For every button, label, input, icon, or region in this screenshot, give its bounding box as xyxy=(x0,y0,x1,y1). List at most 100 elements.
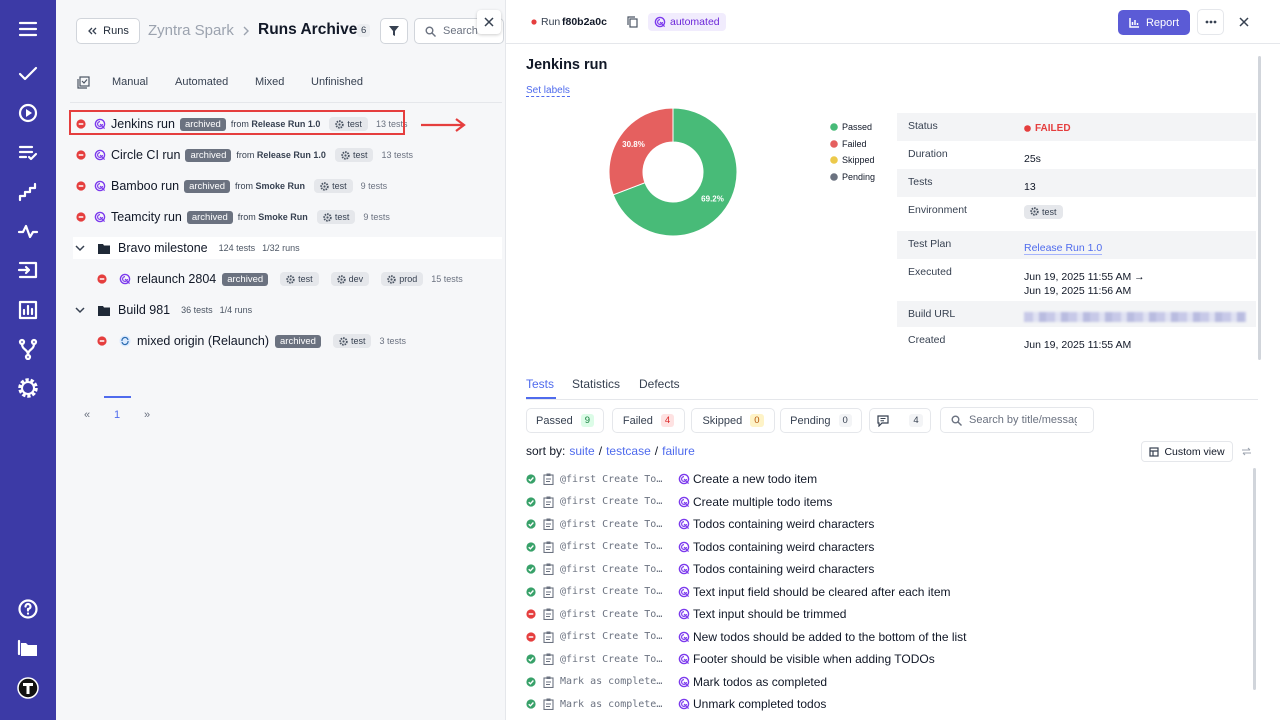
branch-icon[interactable] xyxy=(17,338,39,360)
copy-icon[interactable] xyxy=(627,16,638,28)
legend-swatch xyxy=(830,156,838,164)
select-all-icon[interactable] xyxy=(77,76,90,89)
run-row[interactable]: Circle CI run archived from Release Run 1.… xyxy=(76,145,413,165)
runs-tab[interactable]: Unfinished xyxy=(311,76,363,88)
test-search[interactable]: Search by title/message xyxy=(940,407,1094,433)
report-label: Report xyxy=(1145,16,1180,29)
test-row[interactable]: @first Create To… Create multiple todo it… xyxy=(526,493,1246,511)
info-value: 13 xyxy=(1024,181,1036,193)
close-panel-button[interactable] xyxy=(477,10,501,34)
clipboard-icon-part xyxy=(546,541,551,544)
automated-icon xyxy=(119,273,131,285)
toggle-icon[interactable] xyxy=(1241,447,1252,456)
automated-icon-part xyxy=(119,273,131,285)
test-row[interactable]: @first Create To… Text input field should… xyxy=(526,583,1246,601)
settings-icon[interactable] xyxy=(17,377,39,399)
folders-icon[interactable] xyxy=(17,637,39,659)
expand-chevron xyxy=(75,245,85,252)
custom-view-button[interactable]: Custom view xyxy=(1141,441,1233,462)
info-row-bg xyxy=(897,169,1256,197)
runs-tab[interactable]: Manual xyxy=(112,76,149,88)
gear-icon-part xyxy=(1030,207,1039,216)
label-chip: prod xyxy=(381,272,424,286)
test-row[interactable]: @first Create To… New todos should be add… xyxy=(526,628,1246,646)
test-row[interactable]: @first Create To… Todos containing weird … xyxy=(526,560,1246,578)
sort-separator: / xyxy=(598,444,603,458)
clipboard-icon xyxy=(543,518,554,530)
plans-icon[interactable] xyxy=(17,142,39,164)
menu-icon[interactable] xyxy=(17,18,39,40)
run-row[interactable]: mixed origin (Relaunch) archived test 3 tes… xyxy=(97,331,406,351)
run-row[interactable]: Jenkins run archived from Release Run 1.0 t… xyxy=(76,114,407,134)
group-row[interactable]: Build 981 36 tests 1/4 runs xyxy=(75,300,252,320)
set-labels-link[interactable]: Set labels xyxy=(526,85,570,97)
pagination-next[interactable]: » xyxy=(144,409,151,421)
group-row[interactable]: Bravo milestone 124 tests 1/32 runs xyxy=(75,238,300,258)
detail-tab[interactable]: Statistics xyxy=(572,377,621,391)
filter-chip[interactable]: 4 xyxy=(869,408,931,433)
info-label: Environment xyxy=(908,204,967,216)
filter-icon xyxy=(389,26,399,36)
report-button[interactable]: Report xyxy=(1118,10,1190,35)
sort-option[interactable]: failure xyxy=(662,444,695,458)
test-row[interactable]: Mark as complete… Mark todos as completed xyxy=(526,673,1246,691)
project-name[interactable]: Zyntra Spark xyxy=(148,22,234,39)
close-detail-icon[interactable] xyxy=(1239,17,1249,27)
runs-tab[interactable]: Mixed xyxy=(255,76,285,88)
pagination-prev[interactable]: « xyxy=(84,409,91,421)
toggle-icon-part xyxy=(1242,447,1251,456)
test-plan-link[interactable]: Release Run 1.0 xyxy=(1024,242,1103,255)
filter-button[interactable] xyxy=(380,18,408,44)
archived-badge: archived xyxy=(179,117,226,131)
run-name: Jenkins run xyxy=(111,117,175,131)
test-row[interactable]: Mark as complete… Unmark completed todos xyxy=(526,695,1246,713)
info-value: Jun 19, 2025 11:55 AM → xyxy=(1024,271,1145,283)
failed-icon xyxy=(97,274,107,284)
runs-icon[interactable] xyxy=(17,102,39,124)
info-value: Jun 19, 2025 11:55 AM xyxy=(1024,339,1132,351)
automated-icon-part xyxy=(681,566,687,572)
filter-chip[interactable]: Passed 9 xyxy=(526,408,604,433)
archived-badge: archived xyxy=(222,272,269,286)
test-row[interactable]: @first Create To… Create a new todo item xyxy=(526,470,1246,488)
test-row[interactable]: @first Create To… Text input should be tr… xyxy=(526,605,1246,623)
automated-icon xyxy=(678,473,690,485)
sort-option[interactable]: testcase xyxy=(606,444,651,458)
analytics-icon[interactable] xyxy=(17,299,39,321)
automated-icon-part xyxy=(99,185,106,192)
checks-icon[interactable] xyxy=(17,63,39,85)
more-button[interactable] xyxy=(1197,9,1224,35)
breadcrumb-chevron xyxy=(243,26,249,36)
pagination-page[interactable]: 1 xyxy=(114,409,121,421)
filter-chip[interactable]: Skipped 0 xyxy=(691,408,775,433)
test-title: Mark todos as completed xyxy=(693,674,828,689)
test-row[interactable]: @first Create To… Footer should be visibl… xyxy=(526,650,1246,668)
runs-tab[interactable]: Automated xyxy=(175,76,229,88)
run-row[interactable]: Teamcity run archived from Smoke Run test 9 … xyxy=(76,207,390,227)
filter-chip[interactable]: Failed 4 xyxy=(612,408,685,433)
automated-icon-part xyxy=(99,216,106,223)
run-row[interactable]: relaunch 2804 archived test dev prod 15 tests xyxy=(97,269,463,289)
run-origin: from Release Run 1.0 xyxy=(236,150,326,160)
test-code: @first Create To… xyxy=(560,563,663,575)
run-row[interactable]: Bamboo run archived from Smoke Run test 9 te… xyxy=(76,176,387,196)
import-icon[interactable] xyxy=(17,259,39,281)
back-button[interactable]: Runs xyxy=(76,18,140,44)
test-row[interactable]: @first Create To… Todos containing weird … xyxy=(526,538,1246,556)
origin-prefix: from xyxy=(235,181,254,191)
clipboard-icon-part xyxy=(546,703,551,707)
help-icon-part xyxy=(18,599,38,619)
steps-icon[interactable] xyxy=(17,181,39,203)
clipboard-icon-part xyxy=(546,658,551,662)
avatar[interactable] xyxy=(17,677,39,699)
sort-option[interactable]: suite xyxy=(569,444,595,458)
gear-icon-part xyxy=(335,119,345,129)
test-row[interactable]: @first Create To… Todos containing weird … xyxy=(526,515,1246,533)
tabs-divider xyxy=(526,399,1258,400)
filter-chip[interactable]: Pending 0 xyxy=(780,408,862,433)
help-icon[interactable] xyxy=(17,598,39,620)
detail-tab[interactable]: Defects xyxy=(639,377,680,391)
detail-tab[interactable]: Tests xyxy=(526,377,555,391)
pulse-icon[interactable] xyxy=(17,220,39,242)
